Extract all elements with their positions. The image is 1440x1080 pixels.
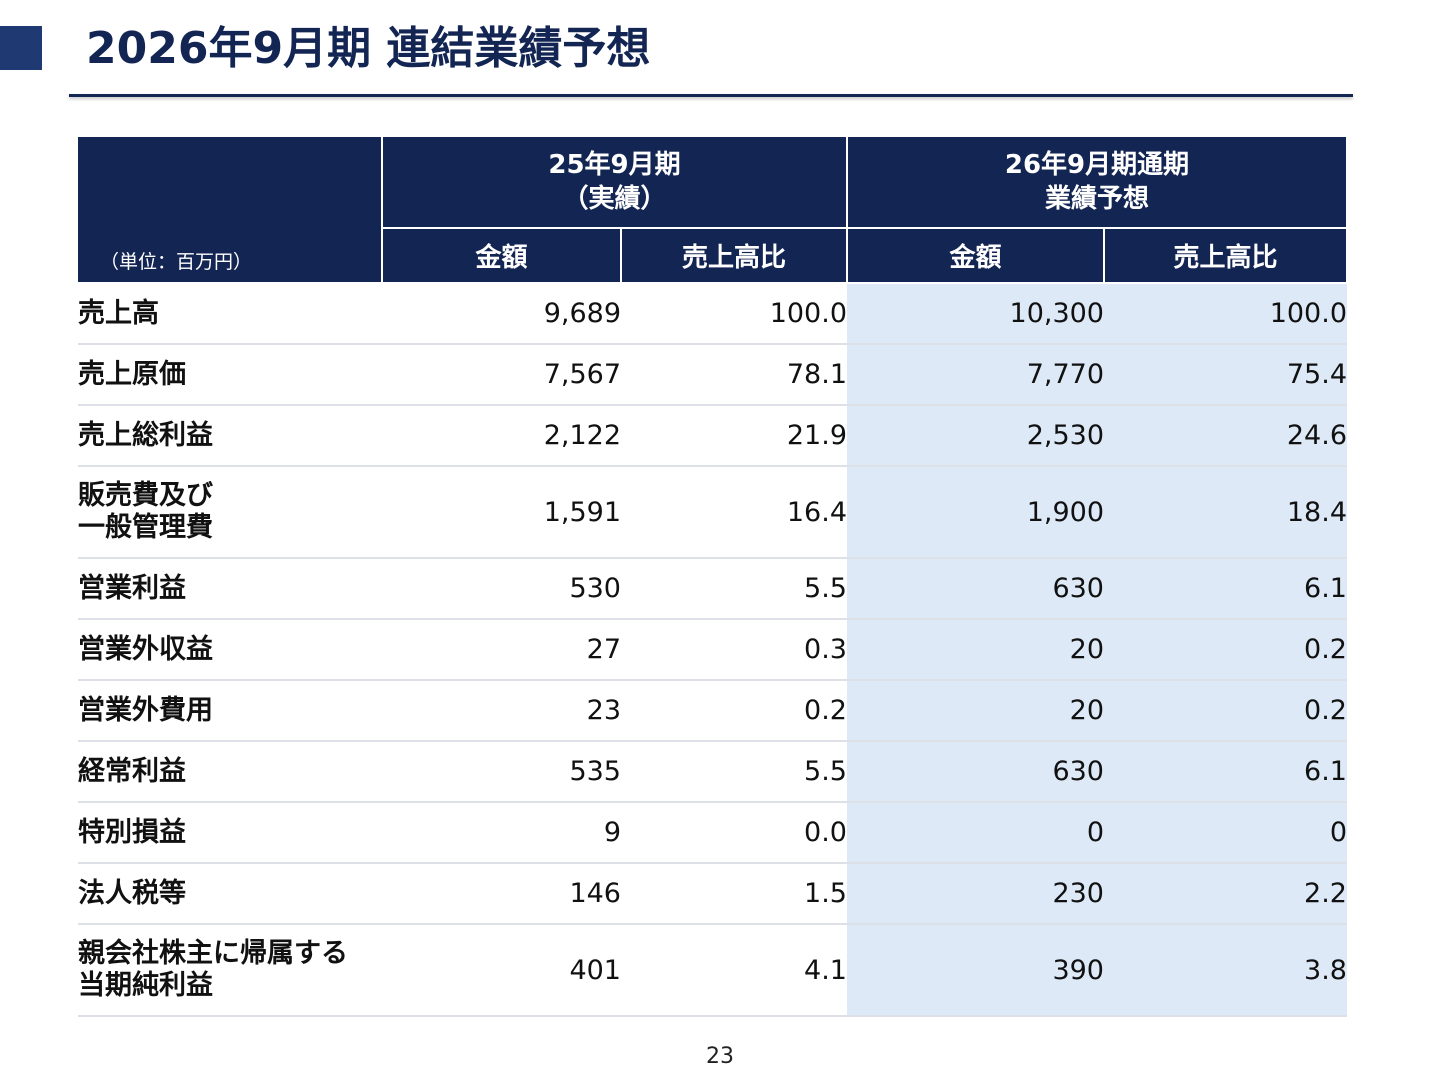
page-title: 2026年9月期 連結業績予想 xyxy=(86,23,651,74)
header-fy26-line2: 業績予想 xyxy=(1044,184,1149,214)
amount-fy25-cell: 401 xyxy=(382,924,621,1017)
row-label-line: 一般管理費 xyxy=(78,512,213,543)
row-label-line: 販売費及び xyxy=(78,480,213,511)
row-label-line: 売上総利益 xyxy=(78,419,213,451)
table-row: 営業外費用 23 0.2 20 0.2 xyxy=(78,680,1347,742)
row-label-line: 親会社株主に帰属する xyxy=(78,938,348,969)
ratio-fy25-cell: 5.5 xyxy=(621,558,847,620)
amount-fy26-cell: 630 xyxy=(847,741,1104,803)
row-label-line: 営業外費用 xyxy=(78,694,213,726)
row-label: 販売費及び 一般管理費 xyxy=(78,466,382,559)
header-fy25-line2: （実績） xyxy=(562,184,667,214)
table-row: 売上総利益 2,122 21.9 2,530 24.6 xyxy=(78,405,1347,467)
ratio-fy25-cell: 5.5 xyxy=(621,741,847,803)
table-row: 特別損益 9 0.0 0 0 xyxy=(78,802,1347,864)
financial-forecast-table: （単位：百万円） 25年9月期 （実績） 26年9月期通期 業績予想 金額 売上… xyxy=(78,135,1348,1017)
subheader-amount-fy25: 金額 xyxy=(381,227,622,284)
amount-fy26-cell: 1,900 xyxy=(847,466,1104,559)
amount-fy26-cell: 20 xyxy=(847,680,1104,742)
header-fy26-line1: 26年9月期通期 xyxy=(1004,150,1190,180)
ratio-fy26-cell: 24.6 xyxy=(1104,405,1347,467)
ratio-fy25-cell: 21.9 xyxy=(621,405,847,467)
row-label: 営業外収益 xyxy=(78,619,382,681)
row-label: 営業利益 xyxy=(78,558,382,620)
amount-fy26-cell: 2,530 xyxy=(847,405,1104,467)
ratio-fy25-cell: 4.1 xyxy=(621,924,847,1017)
amount-fy25-cell: 535 xyxy=(382,741,621,803)
table-row: 営業利益 530 5.5 630 6.1 xyxy=(78,558,1347,620)
subheader-ratio-fy25: 売上高比 xyxy=(620,227,848,284)
row-label: 売上高 xyxy=(78,283,382,345)
ratio-fy25-cell: 100.0 xyxy=(621,283,847,345)
table-row: 法人税等 146 1.5 230 2.2 xyxy=(78,863,1347,925)
amount-fy26-cell: 630 xyxy=(847,558,1104,620)
ratio-fy25-cell: 16.4 xyxy=(621,466,847,559)
row-label-line: 売上原価 xyxy=(78,358,186,390)
row-label-line: 当期純利益 xyxy=(78,970,213,1001)
amount-fy26-cell: 230 xyxy=(847,863,1104,925)
amount-fy26-cell: 390 xyxy=(847,924,1104,1017)
table-row: 売上原価 7,567 78.1 7,770 75.4 xyxy=(78,344,1347,406)
row-label-line: 営業利益 xyxy=(78,572,186,604)
amount-fy26-cell: 7,770 xyxy=(847,344,1104,406)
subheader-ratio-fy26: 売上高比 xyxy=(1103,227,1348,284)
amount-fy25-cell: 27 xyxy=(382,619,621,681)
ratio-fy26-cell: 0 xyxy=(1104,802,1347,864)
table-row: 営業外収益 27 0.3 20 0.2 xyxy=(78,619,1347,681)
ratio-fy26-cell: 3.8 xyxy=(1104,924,1347,1017)
table-row: 経常利益 535 5.5 630 6.1 xyxy=(78,741,1347,803)
ratio-fy26-cell: 0.2 xyxy=(1104,680,1347,742)
amount-fy25-cell: 146 xyxy=(382,863,621,925)
row-label-line: 特別損益 xyxy=(78,816,186,848)
amount-fy25-cell: 2,122 xyxy=(382,405,621,467)
amount-fy26-cell: 20 xyxy=(847,619,1104,681)
row-label: 法人税等 xyxy=(78,863,382,925)
row-label: 売上総利益 xyxy=(78,405,382,467)
table-row: 親会社株主に帰属する 当期純利益 401 4.1 390 3.8 xyxy=(78,924,1347,1017)
amount-fy25-cell: 9,689 xyxy=(382,283,621,345)
row-label-line: 法人税等 xyxy=(78,877,186,909)
amount-fy25-cell: 530 xyxy=(382,558,621,620)
row-label-line: 経常利益 xyxy=(78,755,186,787)
row-label: 特別損益 xyxy=(78,802,382,864)
unit-label: （単位：百万円） xyxy=(78,135,383,284)
amount-fy26-cell: 0 xyxy=(847,802,1104,864)
row-label: 売上原価 xyxy=(78,344,382,406)
ratio-fy26-cell: 6.1 xyxy=(1104,741,1347,803)
ratio-fy26-cell: 18.4 xyxy=(1104,466,1347,559)
subheader-amount-fy26: 金額 xyxy=(846,227,1105,284)
row-label-line: 営業外収益 xyxy=(78,633,213,665)
ratio-fy26-cell: 75.4 xyxy=(1104,344,1347,406)
amount-fy25-cell: 7,567 xyxy=(382,344,621,406)
row-label: 経常利益 xyxy=(78,741,382,803)
ratio-fy26-cell: 0.2 xyxy=(1104,619,1347,681)
amount-fy25-cell: 1,591 xyxy=(382,466,621,559)
amount-fy25-cell: 9 xyxy=(382,802,621,864)
row-label: 親会社株主に帰属する 当期純利益 xyxy=(78,924,382,1017)
ratio-fy25-cell: 78.1 xyxy=(621,344,847,406)
ratio-fy25-cell: 0.2 xyxy=(621,680,847,742)
amount-fy25-cell: 23 xyxy=(382,680,621,742)
table-row: 販売費及び 一般管理費 1,591 16.4 1,900 18.4 xyxy=(78,466,1347,559)
ratio-fy25-cell: 0.0 xyxy=(621,802,847,864)
ratio-fy26-cell: 6.1 xyxy=(1104,558,1347,620)
ratio-fy26-cell: 2.2 xyxy=(1104,863,1347,925)
page-number: 23 xyxy=(706,1044,734,1069)
title-marker xyxy=(0,26,42,70)
title-divider xyxy=(69,94,1353,97)
ratio-fy25-cell: 1.5 xyxy=(621,863,847,925)
header-fy25-actual: 25年9月期 （実績） xyxy=(381,135,848,229)
ratio-fy26-cell: 100.0 xyxy=(1104,283,1347,345)
header-fy26-forecast: 26年9月期通期 業績予想 xyxy=(846,135,1348,229)
header-fy25-line1: 25年9月期 xyxy=(548,150,681,180)
row-label: 営業外費用 xyxy=(78,680,382,742)
table-body: 売上高 9,689 100.0 10,300 100.0 売上原価 7,567 78.1 7,7… xyxy=(78,283,1347,1017)
row-label-line: 売上高 xyxy=(78,297,159,329)
ratio-fy25-cell: 0.3 xyxy=(621,619,847,681)
table-row: 売上高 9,689 100.0 10,300 100.0 xyxy=(78,283,1347,345)
amount-fy26-cell: 10,300 xyxy=(847,283,1104,345)
